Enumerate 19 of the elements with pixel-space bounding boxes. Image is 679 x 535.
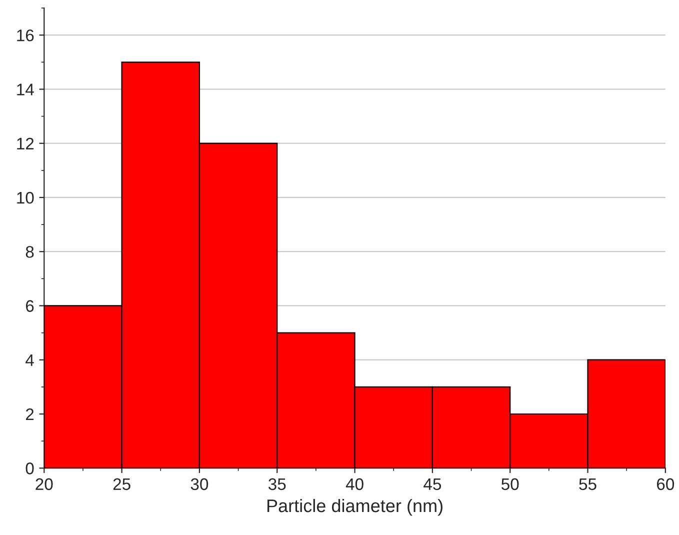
y-tick-label: 10 bbox=[17, 192, 34, 204]
y-tick-label: 12 bbox=[17, 138, 34, 150]
x-tick-label: 20 bbox=[36, 478, 53, 490]
x-tick-label: 35 bbox=[268, 478, 286, 490]
y-tick-label: 16 bbox=[17, 29, 34, 42]
y-tick-label: 14 bbox=[17, 84, 34, 96]
x-tick-label: 25 bbox=[113, 478, 130, 490]
x-tick-label: 45 bbox=[424, 478, 442, 490]
x-tick-label: 30 bbox=[190, 478, 208, 490]
x-tick-label: 50 bbox=[501, 478, 519, 490]
x-tick-label: 60 bbox=[657, 478, 674, 490]
y-tick-label: 4 bbox=[26, 354, 34, 366]
y-tick-label: 2 bbox=[26, 408, 34, 420]
x-axis-title: Particle diameter (nm) bbox=[267, 498, 442, 516]
y-tick-label: 8 bbox=[26, 246, 34, 258]
x-tick-label: 55 bbox=[579, 478, 596, 490]
y-tick-label: 0 bbox=[26, 462, 34, 474]
x-tick-label: 40 bbox=[346, 478, 364, 490]
y-tick-label: 6 bbox=[26, 300, 34, 312]
